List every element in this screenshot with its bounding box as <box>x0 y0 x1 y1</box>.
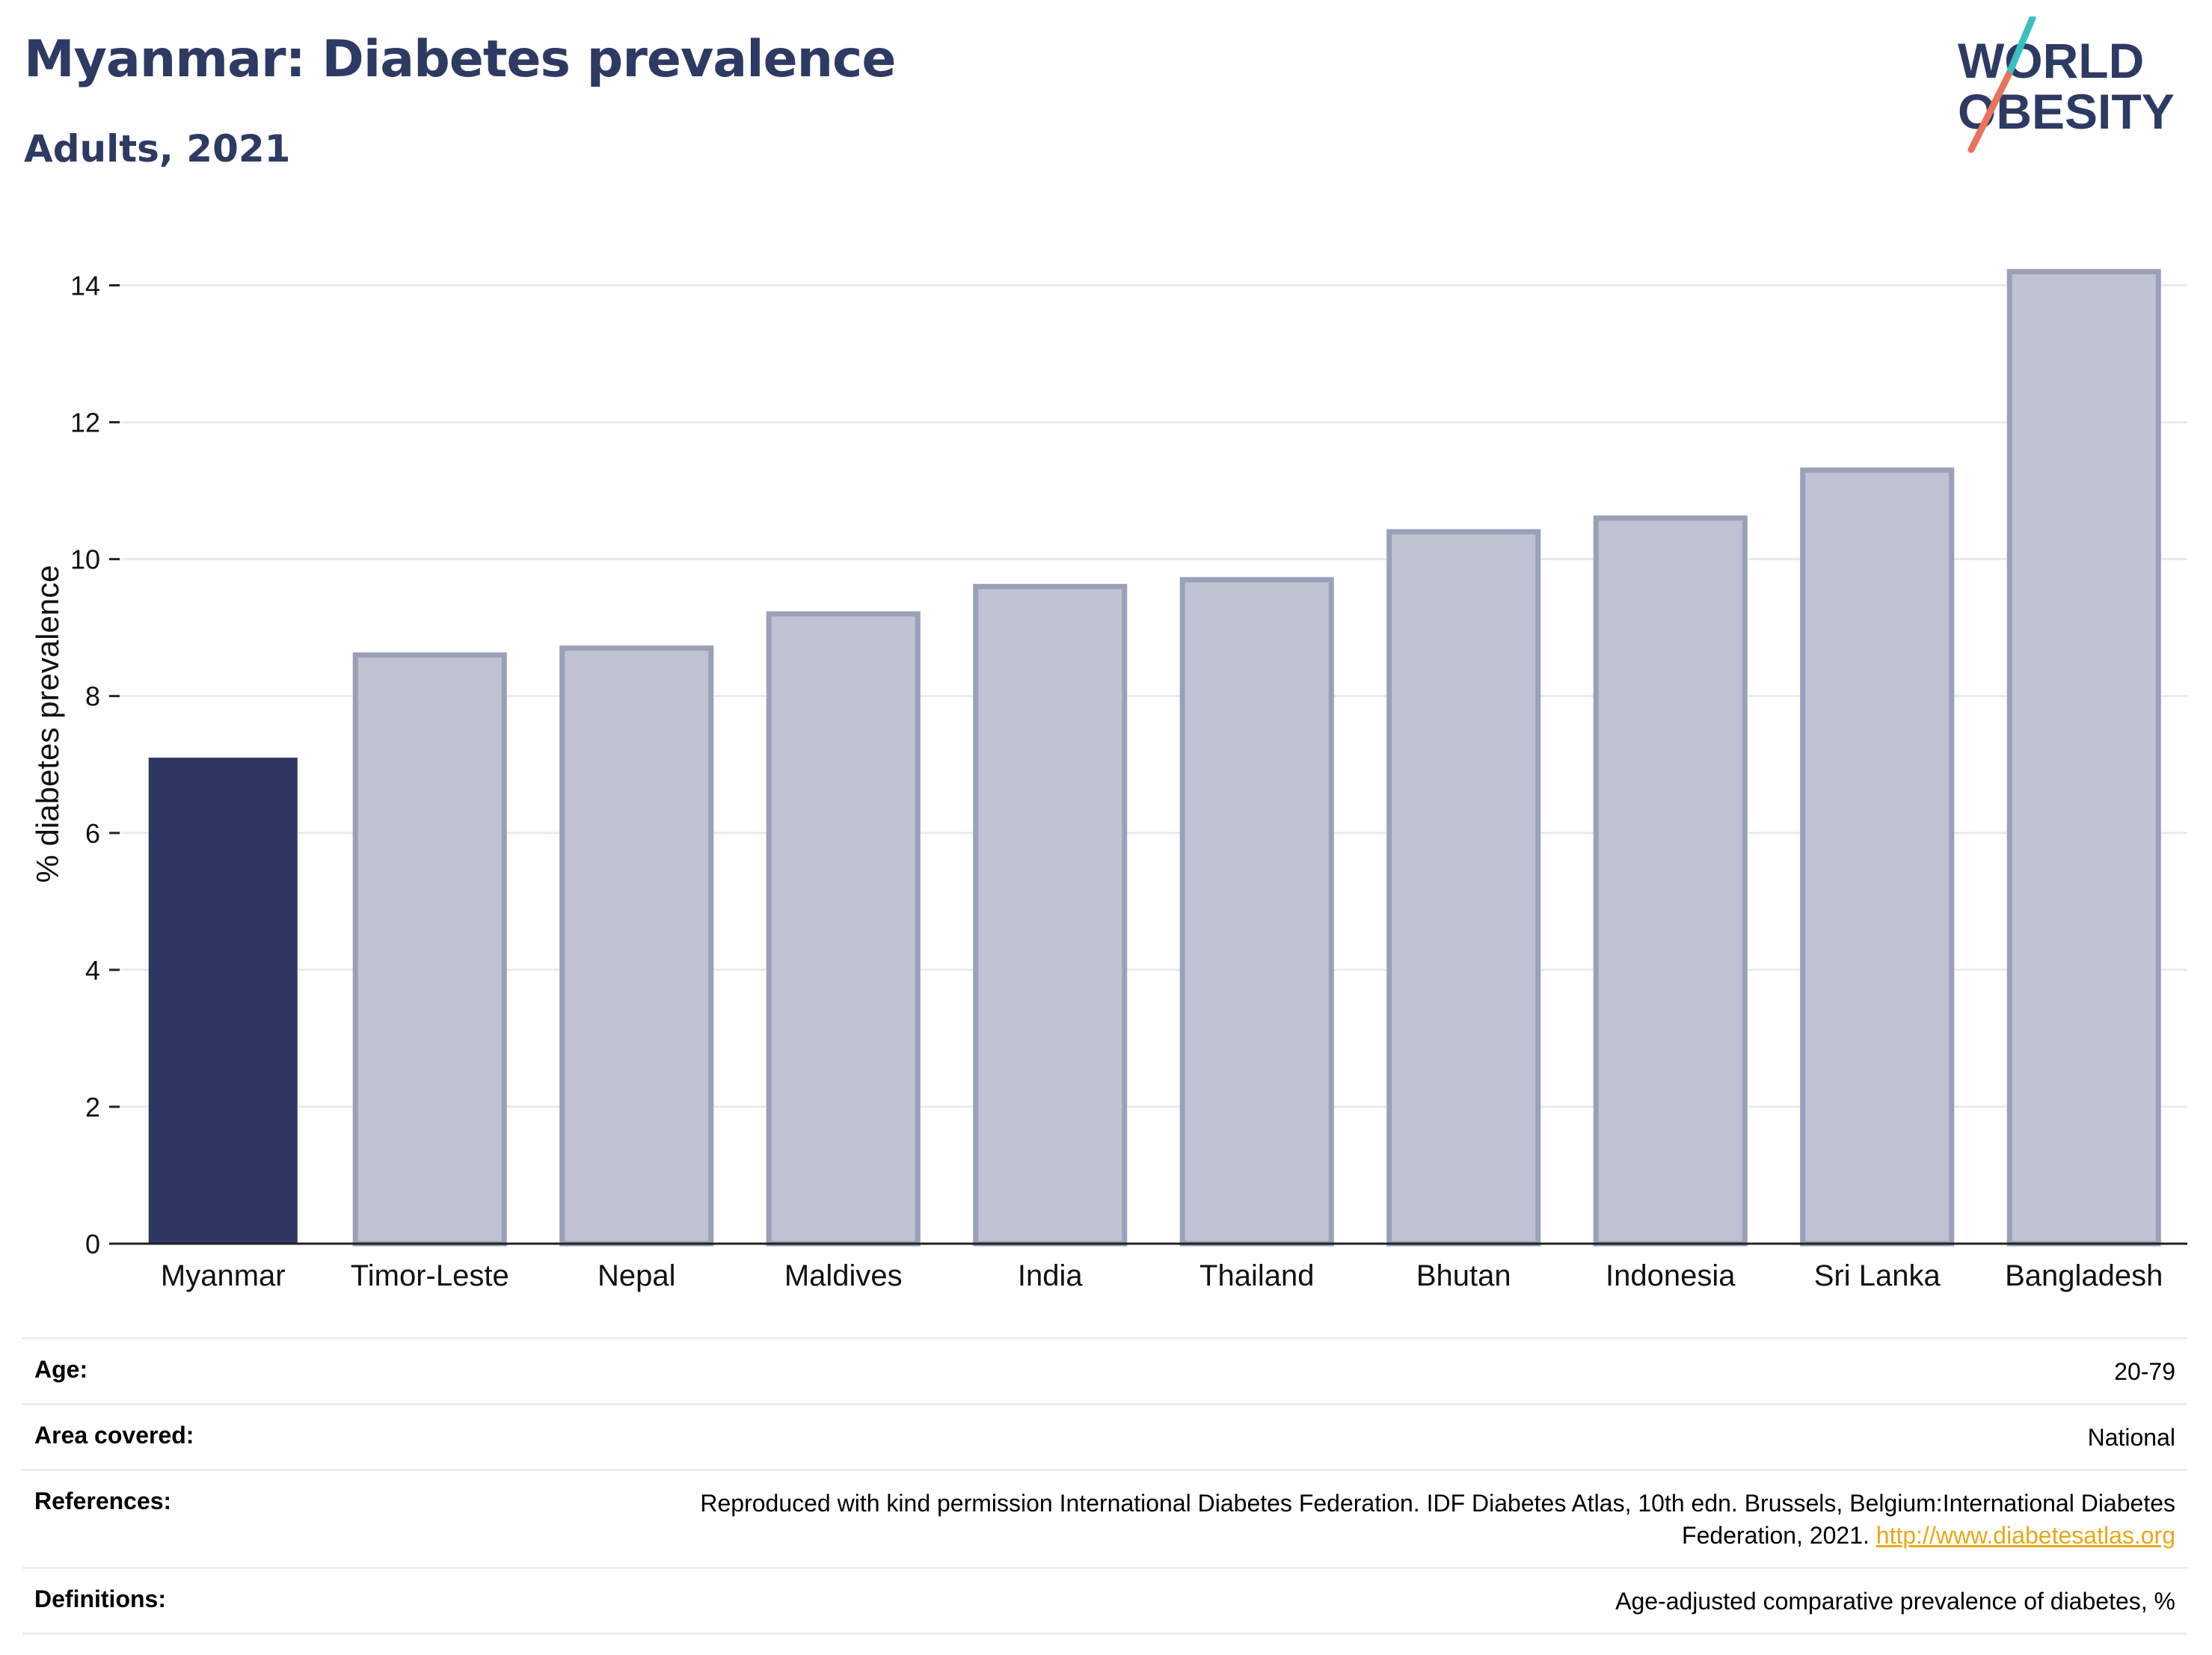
meta-key: Area covered: <box>34 1422 194 1449</box>
x-tick-label: Indonesia <box>1606 1259 1736 1292</box>
y-tick-label: 14 <box>70 271 100 301</box>
meta-row: Area covered: National <box>22 1403 2187 1469</box>
bar-timor-leste <box>352 652 507 1247</box>
y-tick-label: 6 <box>85 818 100 849</box>
meta-value: Age-adjusted comparative prevalence of d… <box>1615 1588 2175 1615</box>
chart-title: Myanmar: Diabetes prevalence <box>24 30 896 89</box>
y-tick-label: 4 <box>85 955 100 986</box>
metadata-table: Age: 20-79 Area covered: National References… <box>22 1337 2187 1635</box>
y-tick-label: 12 <box>70 408 100 438</box>
y-axis-ticks: 0 2 4 6 8 10 12 14 <box>70 271 120 1259</box>
bar-thailand <box>1179 577 1334 1247</box>
bar-nepal <box>559 645 714 1247</box>
meta-value: National <box>2087 1424 2175 1451</box>
reference-link[interactable]: http://www.diabetesatlas.org <box>1875 1522 2175 1549</box>
x-tick-label: India <box>1018 1259 1083 1292</box>
meta-value: Reproduced with kind permission Internat… <box>700 1490 2175 1549</box>
meta-row: References: Reproduced with kind permissi… <box>22 1469 2187 1567</box>
bar-chart: 0 2 4 6 8 10 12 14 Myanmar Timor-Leste Nepal Maldi… <box>30 268 2187 1292</box>
y-tick-label: 0 <box>85 1229 100 1259</box>
world-obesity-logo: WORLD OBESITY <box>1958 16 2175 153</box>
x-tick-label: Nepal <box>597 1259 676 1292</box>
x-axis-ticks: Myanmar Timor-Leste Nepal Maldives India Thai… <box>161 1259 2163 1292</box>
x-tick-label: Maldives <box>784 1259 903 1292</box>
bar-sri-lanka <box>1800 467 1955 1247</box>
chart-subtitle: Adults, 2021 <box>24 127 291 171</box>
logo-line1: WORLD <box>1958 33 2144 88</box>
x-tick-label: Bangladesh <box>2005 1259 2163 1292</box>
bar-bangladesh <box>2006 268 2161 1247</box>
x-tick-label: Sri Lanka <box>1814 1259 1941 1292</box>
x-tick-label: Bhutan <box>1416 1259 1511 1292</box>
meta-value: 20-79 <box>2114 1358 2175 1385</box>
bar-india <box>973 583 1128 1247</box>
meta-row: Age: 20-79 <box>22 1337 2187 1403</box>
y-axis-label: % diabetes prevalence <box>30 565 65 883</box>
y-tick-label: 2 <box>85 1092 100 1123</box>
meta-row: Definitions: Age-adjusted comparative pre… <box>22 1567 2187 1635</box>
bar-myanmar <box>148 758 298 1244</box>
x-tick-label: Timor-Leste <box>351 1259 509 1292</box>
x-tick-label: Thailand <box>1199 1259 1314 1292</box>
bar-maldives <box>766 611 921 1247</box>
y-tick-label: 8 <box>85 681 100 712</box>
bar-indonesia <box>1593 515 1748 1247</box>
bar-bhutan <box>1386 529 1541 1247</box>
meta-key: Definitions: <box>34 1585 166 1612</box>
meta-key: References: <box>34 1487 172 1514</box>
bars <box>148 268 2161 1247</box>
y-tick-label: 10 <box>70 544 100 575</box>
meta-key: Age: <box>34 1356 88 1383</box>
x-tick-label: Myanmar <box>161 1259 286 1292</box>
